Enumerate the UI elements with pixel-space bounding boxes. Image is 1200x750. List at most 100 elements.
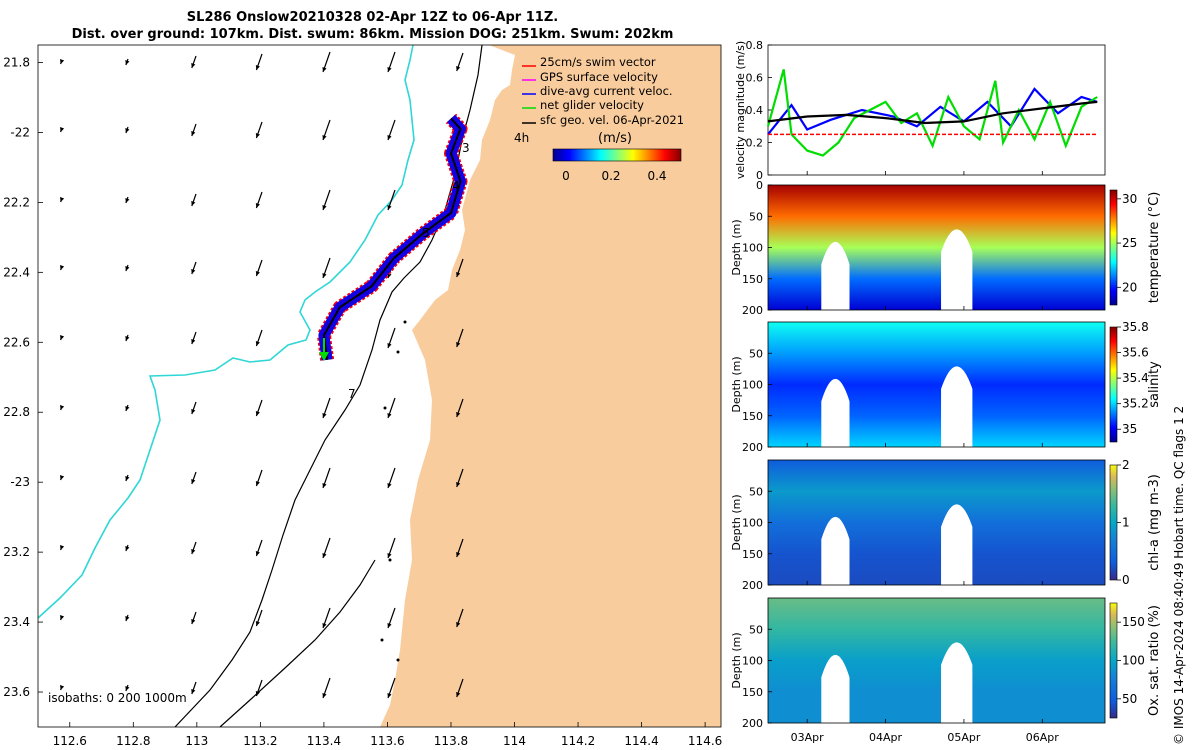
island <box>396 658 400 662</box>
no-data-region <box>821 516 850 585</box>
velocity-series <box>766 69 1098 157</box>
map-y-tick-label: -22 <box>10 125 30 139</box>
annotation-7: 7 <box>348 387 356 401</box>
time-tick-label: 03Apr <box>791 731 825 744</box>
vector-arrow <box>191 55 197 69</box>
island <box>380 638 384 642</box>
time-axis-ticks: 03Apr 04Apr 05Apr 06Apr <box>791 731 1060 744</box>
vector-arrow <box>125 334 130 342</box>
section-y-tick-label: 200 <box>742 579 763 592</box>
colorbar-tick-label: 20 <box>1122 280 1137 294</box>
colorbar-tick-label: 150 <box>1122 615 1145 629</box>
island <box>388 558 392 562</box>
vector-arrow <box>191 261 197 275</box>
colorbar-tick-label: 25 <box>1122 236 1137 250</box>
map-x-tick-label: 114 <box>503 734 526 748</box>
vector-arrow <box>60 335 65 341</box>
section-ylabel: Depth (m) <box>730 494 743 550</box>
section-y-tick-label: 50 <box>749 623 763 636</box>
annotation-3: 3 <box>462 141 470 155</box>
section-colorbar-label: temperature (°C) <box>1147 192 1162 304</box>
no-data-region <box>941 366 973 447</box>
vector-arrow <box>255 121 263 139</box>
vector-arrow <box>387 467 396 489</box>
time-tick-label: 04Apr <box>869 731 903 744</box>
vector-arrow <box>255 191 263 209</box>
vector-arrow <box>387 327 396 349</box>
colorbar-tick-label: 50 <box>1122 692 1137 706</box>
vector-arrow <box>387 397 396 419</box>
colorbar-tick-label: 2 <box>1122 458 1130 472</box>
vector-arrow <box>125 544 130 552</box>
vector-arrow <box>322 467 331 489</box>
vector-arrow <box>191 331 197 345</box>
map-panel: 4h 3 4 5 7 isobaths: 0 200 1000m 112.6 11… <box>3 44 722 748</box>
vector-arrow <box>322 397 331 419</box>
vector-arrow <box>456 678 464 698</box>
map-x-tick-label: 114.6 <box>688 734 722 748</box>
vector-arrow <box>60 545 65 551</box>
section-chlorophyll-section: 50 100 150 200 Depth (m) 0 1 2 chl-a (mg m-3) <box>730 458 1162 592</box>
vector-arrow <box>255 259 263 277</box>
vector-arrow <box>387 189 396 211</box>
glider-track-line <box>322 117 462 360</box>
map-x-tick-label: 114.2 <box>561 734 595 748</box>
map-colorbar: (m/s) 0 0.2 0.4 <box>552 131 682 183</box>
no-data-region <box>821 378 850 447</box>
section-ylabel: Depth (m) <box>730 356 743 412</box>
coastline <box>38 45 415 619</box>
section-y-tick-label: 100 <box>742 379 763 392</box>
vector-arrow <box>322 607 331 629</box>
section-y-tick-label: 50 <box>749 347 763 360</box>
svg-text:GPS surface velocity: GPS surface velocity <box>540 70 658 84</box>
colorbar-tick-0-4: 0.4 <box>647 169 666 183</box>
land-mass <box>380 45 721 727</box>
map-y-tick-label: 23.4 <box>3 615 30 629</box>
vector-arrow <box>322 189 331 211</box>
colorbar-tick-label: 35.2 <box>1122 397 1149 411</box>
section-y-tick-label: 100 <box>742 655 763 668</box>
section-field <box>768 460 1105 585</box>
no-data-region <box>821 241 850 310</box>
section-y-tick-label: 150 <box>742 686 763 699</box>
annotation-4: 4 <box>452 179 460 193</box>
vector-arrow <box>387 119 396 141</box>
chart-subtitle: Dist. over ground: 107km. Dist. swum: 86… <box>71 27 674 42</box>
map-x-tick-label: 113.4 <box>307 734 341 748</box>
vector-arrow <box>125 126 130 134</box>
vector-arrow <box>60 59 65 65</box>
section-salinity-section: 50 100 150 200 Depth (m) 35 35.2 35.4 35.6 35.8 sa… <box>730 320 1162 454</box>
vector-arrow <box>456 538 464 558</box>
map-y-tick-label: 23.6 <box>3 685 30 699</box>
legend-sfc-geo: sfc geo. vel. 06-Apr-2021 <box>522 113 684 127</box>
colorbar-tick-label: 30 <box>1122 192 1137 206</box>
vector-arrow <box>456 468 464 488</box>
section-colorbar <box>1109 189 1118 306</box>
colorbar-tick-0-2: 0.2 <box>601 169 620 183</box>
vector-arrow <box>322 677 331 699</box>
section-y-tick-label: 50 <box>749 485 763 498</box>
vector-arrow <box>60 475 65 481</box>
map-x-tick-label: 113.8 <box>434 734 468 748</box>
section-y-tick-label: 200 <box>742 441 763 454</box>
colorbar-tick-label: 35.8 <box>1122 320 1149 334</box>
colorbar-label: (m/s) <box>598 131 632 146</box>
vector-arrow <box>125 264 130 272</box>
section-ylabel: Depth (m) <box>730 219 743 275</box>
map-y-ticks: 21.8 -22 22.2 22.4 22.6 22.8 -23 23.2 23.4 23.6 <box>3 55 43 699</box>
vector-arrow <box>255 539 263 557</box>
velocity-ylabel: velocity magnitude (m/s) <box>734 41 747 179</box>
vector-arrow <box>456 328 464 348</box>
velocity-series-line <box>766 69 1098 157</box>
map-y-tick-label: -23 <box>10 475 30 489</box>
colorbar-tick-label: 35.4 <box>1122 371 1149 385</box>
vector-arrow <box>322 51 331 73</box>
chart-title: SL286 Onslow20210328 02-Apr 12Z to 06-Ap… <box>186 10 559 25</box>
colorbar-tick-label: 1 <box>1122 516 1130 530</box>
section-y-tick-label: 100 <box>742 517 763 530</box>
vector-arrow <box>191 193 197 207</box>
colorbar-tick-label: 35 <box>1122 422 1137 436</box>
vector-arrow <box>191 611 197 625</box>
velocity-y-tick-label: 0.4 <box>746 104 764 117</box>
isobath-1000m <box>219 559 376 727</box>
